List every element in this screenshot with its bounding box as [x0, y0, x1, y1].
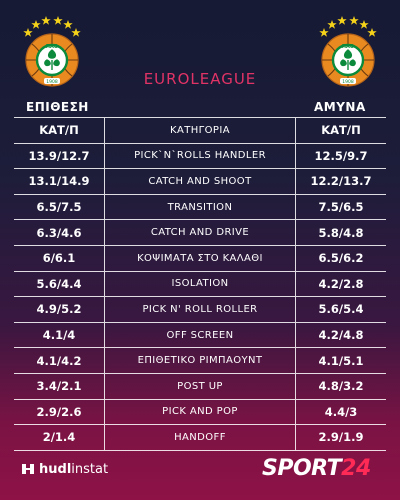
table-row: 2/1.4 HANDOFF 2.9/1.9 — [14, 425, 386, 451]
attack-value: 6/6.1 — [42, 251, 76, 266]
category-label: PICK N' ROLL ROLLER — [104, 297, 296, 322]
category-label: ΚΟΨΙΜΑΤΑ ΣΤΟ ΚΑΛΑΘΙ — [104, 245, 296, 271]
attack-value: 4.9/5.2 — [36, 302, 82, 317]
defense-value: 12.2/13.7 — [310, 174, 372, 189]
category-label: CATCH AND DRIVE — [104, 220, 296, 245]
table-row: 4.1/4 OFF SCREEN 4.2/4.8 — [14, 322, 386, 349]
defense-value: 4.4/3 — [324, 404, 358, 419]
table-row: 6.5/7.5 TRANSITION 7.5/6.5 — [14, 194, 386, 221]
table-row: 4.1/4.2 ΕΠΙΘΕΤΙΚΟ ΡΙΜΠΑΟΥΝΤ 4.1/5.1 — [14, 348, 386, 374]
hudl-instat-logo: hudl instat — [20, 461, 108, 477]
defense-value: 4.8/3.2 — [318, 379, 364, 394]
logo-left-text: ΠΑΟ — [46, 44, 58, 50]
category-label: OFF SCREEN — [104, 322, 296, 348]
attack-value: 3.4/2.1 — [36, 379, 82, 394]
attack-value: 13.9/12.7 — [28, 148, 90, 163]
table-row: 2.9/2.6 PICK AND POP 4.4/3 — [14, 399, 386, 426]
table-row: 6.3/4.6 CATCH AND DRIVE 5.8/4.8 — [14, 220, 386, 246]
attack-heading: ΕΠΙΘΕΣΗ — [26, 100, 89, 114]
logo-right-year: 1908 — [342, 79, 354, 85]
column-header-category: ΚΑΤΗΓΟΡΙΑ — [104, 118, 296, 143]
defense-value: 5.8/4.8 — [318, 225, 364, 240]
defense-heading: ΑΜΥΝΑ — [314, 100, 366, 114]
category-label: PICK AND POP — [104, 399, 296, 425]
defense-value: 5.6/5.4 — [318, 302, 364, 317]
category-label: ΕΠΙΘΕΤΙΚΟ ΡΙΜΠΑΟΥΝΤ — [104, 348, 296, 373]
category-label: ISOLATION — [104, 271, 296, 297]
attack-value: 6.5/7.5 — [36, 200, 82, 215]
attack-value: 6.3/4.6 — [36, 225, 82, 240]
attack-value: 2/1.4 — [42, 430, 76, 445]
attack-value: 5.6/4.4 — [36, 276, 82, 291]
attack-value: 2.9/2.6 — [36, 404, 82, 419]
team-logo-right: ΠΑΟ 1908 — [312, 14, 384, 92]
sport24-number: 24 — [341, 456, 371, 481]
team-logo-left: ΠΑΟ 1908 — [16, 14, 88, 92]
attack-value: 13.1/14.9 — [28, 174, 90, 189]
stats-table: ΚΑΤ/Π ΚΑΤΗΓΟΡΙΑ ΚΑΤ/Π 13.9/12.7 PICK`N`R… — [14, 117, 386, 451]
logo-left-year: 1908 — [46, 79, 58, 85]
table-row: 5.6/4.4 ISOLATION 4.2/2.8 — [14, 271, 386, 298]
defense-value: 7.5/6.5 — [318, 200, 364, 215]
category-label: TRANSITION — [104, 194, 296, 220]
hudl-suffix-text: instat — [71, 461, 109, 477]
hudl-icon — [22, 464, 34, 474]
sport24-logo: SPORT24 — [262, 456, 371, 481]
column-header-attack: ΚΑΤ/Π — [39, 123, 79, 138]
attack-value: 4.1/4 — [42, 328, 76, 343]
hudl-brand-text: hudl — [39, 461, 72, 477]
logo-right-text: ΠΑΟ — [342, 44, 354, 50]
table-row: 13.9/12.7 PICK`N`ROLLS HANDLER 12.5/9.7 — [14, 143, 386, 170]
table-row: 3.4/2.1 POST UP 4.8/3.2 — [14, 373, 386, 400]
defense-value: 6.5/6.2 — [318, 251, 364, 266]
sport24-word: SPORT — [262, 456, 342, 481]
category-label: CATCH AND SHOOT — [104, 169, 296, 194]
table-header-row: ΚΑΤ/Π ΚΑΤΗΓΟΡΙΑ ΚΑΤ/Π — [14, 117, 386, 144]
table-row: 4.9/5.2 PICK N' ROLL ROLLER 5.6/5.4 — [14, 297, 386, 323]
category-label: HANDOFF — [104, 425, 296, 450]
competition-title: EUROLEAGUE — [143, 70, 257, 88]
defense-value: 4.2/4.8 — [318, 328, 364, 343]
table-row: 13.1/14.9 CATCH AND SHOOT 12.2/13.7 — [14, 169, 386, 195]
defense-value: 4.1/5.1 — [318, 353, 364, 368]
category-label: POST UP — [104, 373, 296, 399]
attack-value: 4.1/4.2 — [36, 353, 82, 368]
defense-value: 12.5/9.7 — [314, 148, 368, 163]
column-header-defense: ΚΑΤ/Π — [321, 123, 361, 138]
defense-value: 2.9/1.9 — [318, 430, 364, 445]
table-row: 6/6.1 ΚΟΨΙΜΑΤΑ ΣΤΟ ΚΑΛΑΘΙ 6.5/6.2 — [14, 245, 386, 272]
defense-value: 4.2/2.8 — [318, 276, 364, 291]
category-label: PICK`N`ROLLS HANDLER — [104, 143, 296, 169]
